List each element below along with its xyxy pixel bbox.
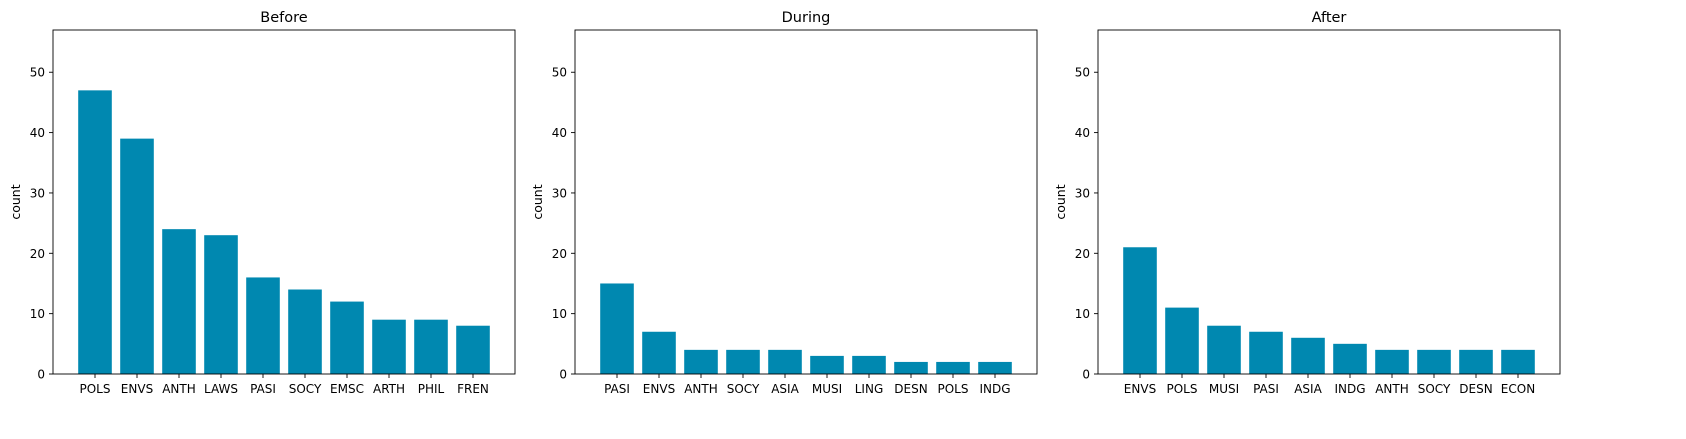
y-axis-label: count	[8, 184, 23, 219]
y-tick-label: 0	[37, 368, 45, 382]
x-tick-label: ASIA	[1294, 382, 1322, 396]
y-tick-label: 40	[30, 126, 45, 140]
plot-frame	[52, 29, 516, 375]
y-tick-label: 40	[552, 126, 567, 140]
subplot-title: Before	[260, 10, 307, 26]
x-tick-label: DESN	[1459, 382, 1492, 396]
bar-envs	[642, 331, 676, 374]
bar-socy	[1417, 349, 1451, 374]
plot-frame	[574, 29, 1038, 375]
bar-musi	[1207, 325, 1241, 374]
x-tick-label: ENVS	[121, 382, 153, 396]
x-tick-label: ANTH	[1375, 382, 1409, 396]
bar-anth	[684, 349, 718, 374]
bar-socy	[288, 289, 322, 374]
subplot-after: After count ENVS POLS MUSI PASI ASIA INDG ANTH SO…	[1053, 10, 1561, 396]
plot-frame	[1097, 29, 1561, 375]
y-tick-label: 10	[1075, 307, 1090, 321]
x-tick-label: PASI	[1253, 382, 1279, 396]
x-tick-label: ANTH	[684, 382, 718, 396]
x-tick-label: ASIA	[771, 382, 799, 396]
y-axis-label: count	[1053, 184, 1068, 219]
y-tick-label: 0	[559, 368, 567, 382]
bar-emsc	[330, 301, 364, 374]
x-tick-label: FREN	[457, 382, 489, 396]
y-tick-label: 50	[1075, 66, 1090, 80]
bar-desn	[1459, 349, 1493, 374]
bar-laws	[204, 235, 238, 374]
y-tick-label: 10	[552, 307, 567, 321]
subplot-title: During	[782, 10, 831, 26]
x-tick-label: INDG	[979, 382, 1010, 396]
y-tick-label: 30	[1075, 186, 1090, 200]
x-tick-label: POLS	[1167, 382, 1198, 396]
y-tick-label: 0	[1082, 368, 1090, 382]
x-tick-label: MUSI	[1209, 382, 1239, 396]
bar-indg	[1333, 343, 1367, 374]
y-tick-label: 30	[30, 186, 45, 200]
x-tick-label: INDG	[1334, 382, 1365, 396]
bar-fren	[456, 325, 490, 374]
x-tick-label: SOCY	[289, 382, 322, 396]
x-tick-label: ENVS	[1124, 382, 1156, 396]
bar-pasi	[600, 283, 634, 374]
subplot-during: During count PASI ENVS ANTH SOCY ASIA MUSI LING D…	[530, 10, 1038, 396]
y-tick-label: 40	[1075, 126, 1090, 140]
bar-anth	[1375, 349, 1409, 374]
x-tick-label: LAWS	[204, 382, 238, 396]
y-tick-label: 30	[552, 186, 567, 200]
bar-arth	[372, 319, 406, 374]
bar-envs	[120, 138, 154, 374]
bar-anth	[162, 229, 196, 374]
x-tick-label: POLS	[80, 382, 111, 396]
bar-pols	[78, 90, 112, 374]
x-tick-label: PASI	[604, 382, 630, 396]
x-tick-label: PHIL	[418, 382, 445, 396]
x-tick-label: ENVS	[643, 382, 675, 396]
x-tick-label: SOCY	[727, 382, 760, 396]
y-tick-label: 20	[1075, 247, 1090, 261]
bar-phil	[414, 319, 448, 374]
bar-socy	[726, 349, 760, 374]
x-tick-label: ECON	[1501, 382, 1535, 396]
x-tick-label: LING	[855, 382, 884, 396]
x-tick-label: SOCY	[1418, 382, 1451, 396]
bar-musi	[810, 355, 844, 374]
y-tick-label: 50	[30, 66, 45, 80]
x-tick-label: POLS	[938, 382, 969, 396]
x-tick-label: EMSC	[330, 382, 364, 396]
bar-pasi	[246, 277, 280, 374]
y-axis-label: count	[530, 184, 545, 219]
subplot-before: Before count POLS ENVS ANTH LAWS PASI SOCY EMSC A…	[8, 10, 516, 396]
bar-asia	[1291, 337, 1325, 374]
x-tick-label: MUSI	[812, 382, 842, 396]
y-tick-label: 20	[552, 247, 567, 261]
bar-indg	[978, 361, 1012, 374]
bar-pols	[936, 361, 970, 374]
x-tick-label: ARTH	[373, 382, 405, 396]
bar-desn	[894, 361, 928, 374]
bar-pols	[1165, 307, 1199, 374]
subplot-title: After	[1312, 10, 1347, 26]
bar-asia	[768, 349, 802, 374]
bar-pasi	[1249, 331, 1283, 374]
y-tick-label: 20	[30, 247, 45, 261]
y-tick-label: 10	[30, 307, 45, 321]
bar-ling	[852, 355, 886, 374]
bar-envs	[1123, 247, 1157, 374]
bar-econ	[1501, 349, 1535, 374]
x-tick-label: ANTH	[162, 382, 196, 396]
x-tick-label: DESN	[894, 382, 927, 396]
x-tick-label: PASI	[250, 382, 276, 396]
y-tick-label: 50	[552, 66, 567, 80]
